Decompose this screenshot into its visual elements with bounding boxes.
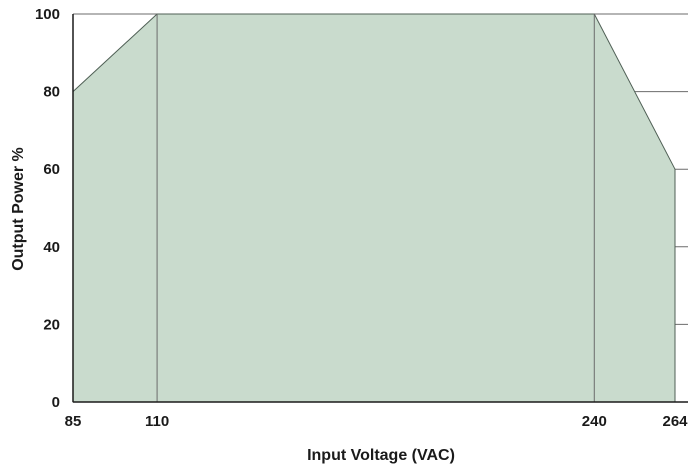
x-tick-85: 85 xyxy=(65,413,82,430)
y-tick-60: 60 xyxy=(43,161,60,178)
y-tick-20: 20 xyxy=(43,316,60,333)
x-tick-110: 110 xyxy=(145,413,169,430)
x-tick-labels: 85 110 240 264 xyxy=(65,413,689,430)
y-tick-100: 100 xyxy=(35,6,60,23)
y-axis-label: Output Power % xyxy=(10,147,27,271)
output-power-area xyxy=(72,13,676,403)
y-tick-80: 80 xyxy=(43,84,60,101)
vertical-gridlines xyxy=(156,14,595,402)
y-tick-0: 0 xyxy=(52,394,60,411)
x-tick-240: 240 xyxy=(582,413,607,430)
x-tick-264: 264 xyxy=(662,413,688,430)
y-tick-40: 40 xyxy=(43,239,60,256)
y-tick-labels: 0 20 40 60 80 100 xyxy=(35,6,60,411)
x-axis-label: Input Voltage (VAC) xyxy=(307,447,455,464)
